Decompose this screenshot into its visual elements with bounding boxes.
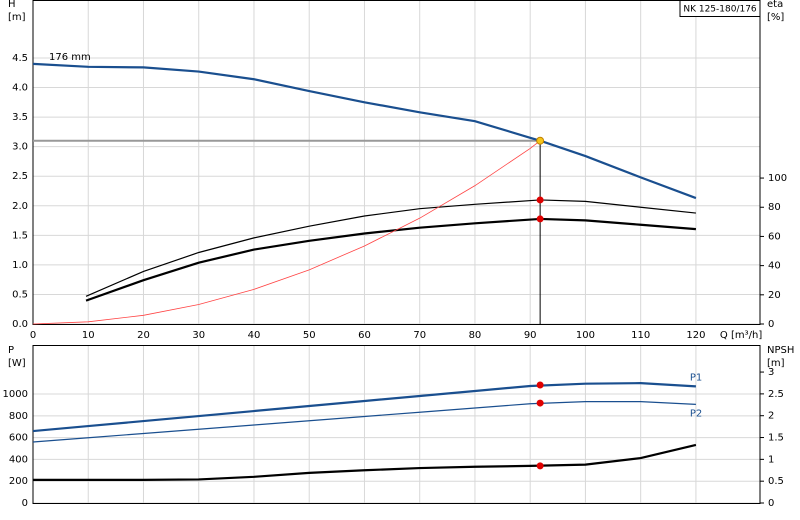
y-tick-label: 1.0 (12, 260, 28, 271)
series-line (85, 199, 696, 297)
operating-point (536, 196, 544, 204)
y2-tick-label: 40 (768, 261, 781, 272)
y2-tick-label: 0 (768, 498, 774, 509)
y2-tick-label: 1.5 (768, 433, 784, 444)
series-line (85, 217, 697, 302)
y-tick-label: 400 (9, 454, 28, 465)
x-axis-label: Q [m³/h] (720, 330, 762, 341)
series-label: P2 (690, 408, 702, 419)
y-tick-label: 1.5 (12, 230, 28, 241)
y-tick-label: 4.5 (12, 53, 28, 64)
x-tick-label: 10 (82, 330, 95, 341)
y2-tick-label: 3 (768, 367, 774, 378)
y2-tick-label: 2 (768, 411, 774, 422)
series-line (32, 62, 697, 200)
y-tick-label: 600 (9, 433, 28, 444)
series-line (32, 382, 696, 433)
y2-tick-label: 0 (768, 319, 774, 330)
operating-point (536, 399, 544, 407)
y-tick-label: 3.5 (12, 112, 28, 123)
y-tick-label: 0.5 (12, 289, 28, 300)
y-tick-label: 1000 (3, 389, 28, 400)
operating-point (536, 136, 545, 145)
y2-axis-unit: [m] (767, 358, 785, 369)
y2-tick-label: 100 (768, 173, 787, 184)
title-box (679, 0, 761, 17)
x-tick-label: 0 (30, 330, 36, 341)
y-tick-label: 2.5 (12, 171, 28, 182)
y-tick-label: 0.0 (12, 319, 28, 330)
y2-axis-label: NPSH (767, 345, 794, 356)
series-line (32, 140, 541, 325)
x-tick-label: 50 (303, 330, 316, 341)
x-tick-label: 20 (137, 330, 150, 341)
y-tick-label: 0 (22, 498, 28, 509)
y-axis-label: P (8, 345, 14, 356)
chart-title: NK 125-180/176 (683, 5, 757, 15)
y-axis-unit: [W] (8, 358, 26, 369)
x-tick-label: 100 (576, 330, 595, 341)
y-tick-label: 200 (9, 476, 28, 487)
y-axis-label: H (8, 0, 16, 10)
curve-annotation: 176 mm (49, 52, 91, 63)
x-tick-label: 80 (469, 330, 482, 341)
series-label: P1 (690, 372, 702, 383)
y2-axis-unit: [%] (767, 12, 784, 23)
y-tick-label: 3.0 (12, 142, 28, 153)
operating-point (536, 215, 544, 223)
y2-tick-label: 20 (768, 290, 781, 301)
x-tick-label: 70 (413, 330, 426, 341)
operating-point (536, 462, 544, 470)
x-tick-label: 110 (631, 330, 650, 341)
y-tick-label: 800 (9, 411, 28, 422)
y-axis-unit: [m] (8, 12, 26, 23)
plot-frame (32, 0, 761, 325)
y2-axis-label: eta (767, 0, 783, 10)
operating-point (536, 381, 544, 389)
x-tick-label: 30 (192, 330, 205, 341)
y-tick-label: 4.0 (12, 83, 28, 94)
plot-frame (32, 345, 761, 504)
y2-tick-label: 0.5 (768, 476, 784, 487)
x-tick-label: 90 (524, 330, 537, 341)
series-line (33, 443, 697, 481)
y2-tick-label: 2.5 (768, 389, 784, 400)
series-line (32, 401, 696, 443)
y2-tick-label: 80 (768, 202, 781, 213)
y-tick-label: 2.0 (12, 201, 28, 212)
x-tick-label: 60 (358, 330, 371, 341)
y2-tick-label: 60 (768, 231, 781, 242)
y2-tick-label: 1 (768, 454, 774, 465)
x-tick-label: 120 (686, 330, 705, 341)
x-tick-label: 40 (248, 330, 261, 341)
